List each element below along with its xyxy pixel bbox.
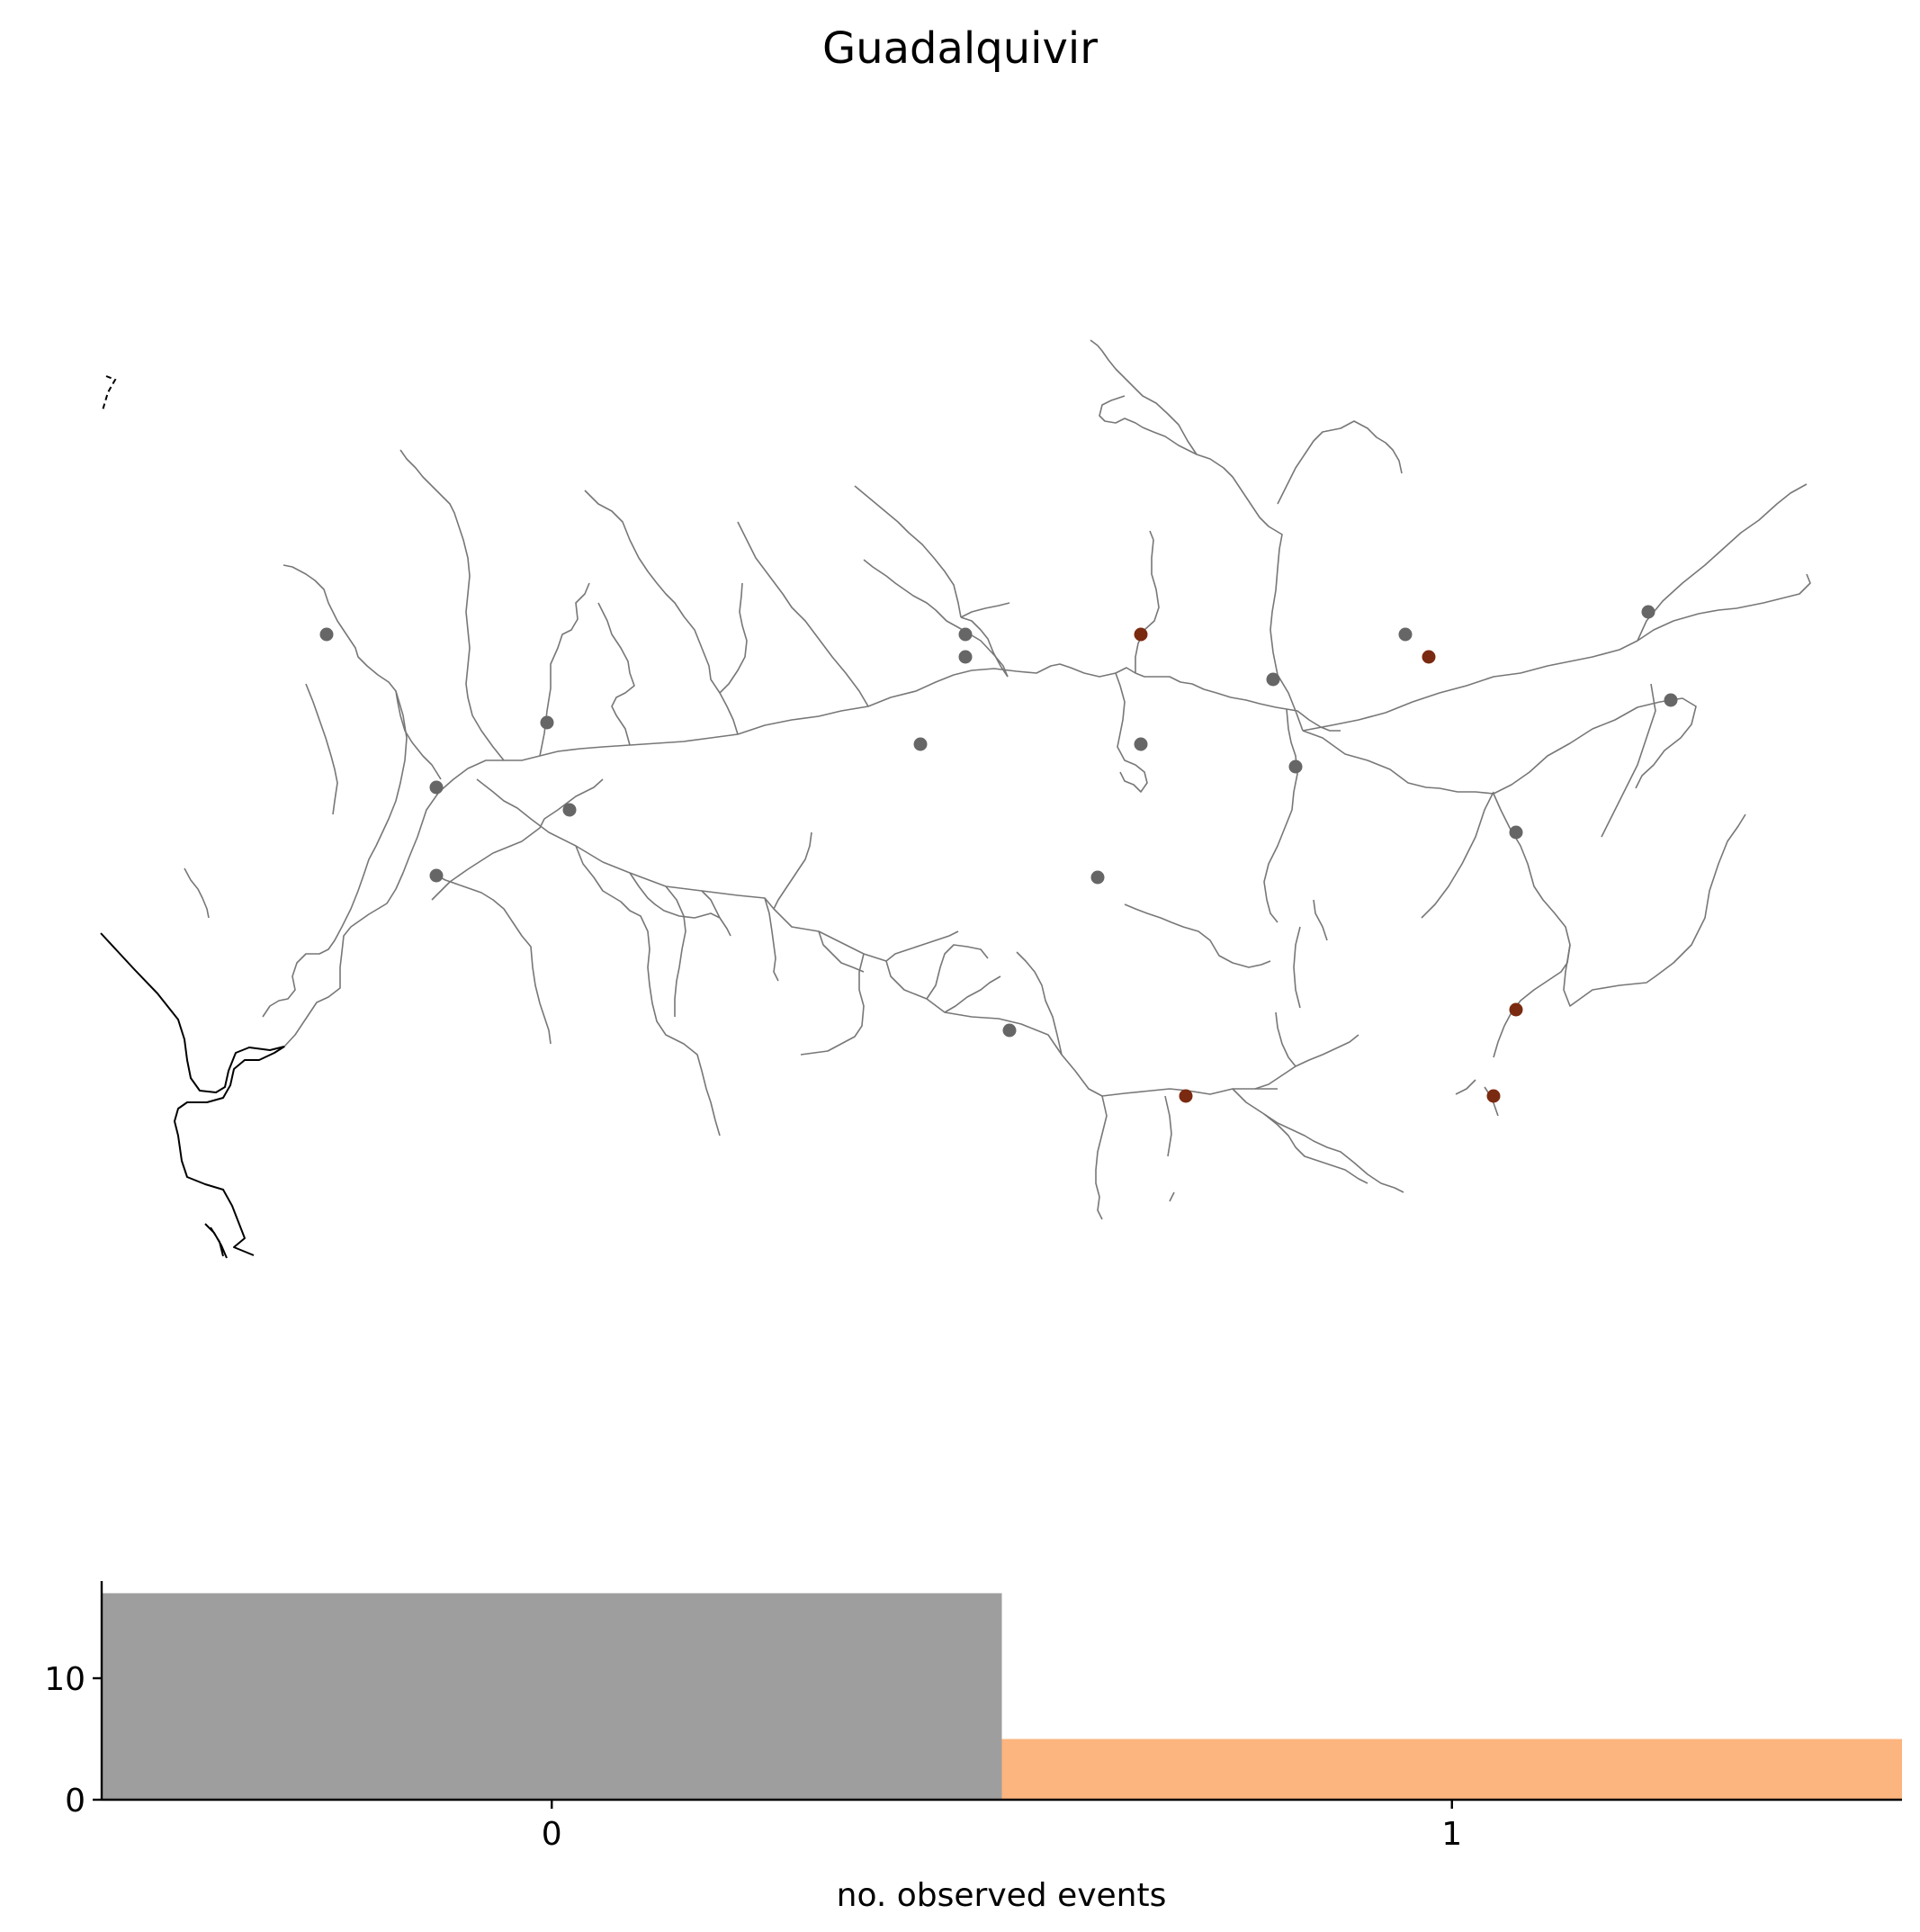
river-s-17 (1263, 1113, 1404, 1193)
river-s-9 (926, 944, 989, 1000)
station-no-event[interactable] (1266, 672, 1280, 687)
river-n-10 (597, 602, 635, 746)
figure-title: Guadalquivir (822, 23, 1098, 74)
river-s-7 (800, 953, 865, 1056)
river-n-5 (854, 485, 962, 618)
river-n-1 (1135, 530, 1160, 673)
histogram-bar-1 (1001, 1739, 1902, 1800)
river-s-3 (665, 885, 686, 1017)
river-s-1 (575, 845, 721, 1137)
river-s-4 (701, 890, 779, 982)
river-network (184, 339, 1811, 1220)
histogram-bars (102, 1593, 1902, 1800)
station-event[interactable] (1509, 1002, 1523, 1017)
river-s-11 (1016, 951, 1063, 1056)
map-panel (100, 339, 1811, 1259)
y-tick-label: 10 (44, 1661, 85, 1698)
y-tick-label: 0 (65, 1783, 85, 1820)
river-n-3 (960, 616, 1009, 678)
river-east-arm (1302, 573, 1811, 732)
river-n-15 (305, 683, 338, 815)
station-no-event[interactable] (1509, 825, 1523, 840)
station-no-event[interactable] (1002, 1023, 1017, 1038)
river-s-20 (1124, 903, 1271, 968)
station-no-event[interactable] (562, 803, 577, 817)
station-event[interactable] (1134, 627, 1148, 642)
station-no-event[interactable] (958, 627, 973, 642)
river-east-fork (1637, 483, 1808, 642)
x-tick-label: 0 (542, 1816, 562, 1853)
river-s-6 (818, 930, 865, 973)
river-southeast (1493, 793, 1571, 1058)
station-event[interactable] (1422, 650, 1436, 664)
station-no-event[interactable] (1090, 870, 1105, 885)
river-w-1 (431, 778, 604, 901)
border-dashed (102, 375, 117, 411)
river-e-right-2 (1421, 791, 1494, 919)
river-n-11 (539, 582, 590, 757)
x-tick-label: 1 (1441, 1816, 1462, 1853)
river-s-10 (885, 930, 959, 962)
station-no-event[interactable] (319, 627, 334, 642)
station-no-event[interactable] (913, 737, 928, 751)
river-main-channel (283, 663, 1341, 1047)
river-n-13 (283, 564, 442, 780)
river-s-5 (773, 831, 812, 910)
river-n-9 (737, 521, 869, 707)
river-n-6 (960, 602, 1010, 618)
histogram-bar-0 (102, 1593, 1002, 1800)
river-ne-1 (1099, 395, 1304, 732)
station-no-event[interactable] (429, 868, 444, 883)
river-n-16 (184, 867, 210, 919)
river-n-2 (1115, 672, 1148, 793)
river-n-14 (262, 690, 408, 1018)
river-s-13 (1164, 1095, 1175, 1202)
station-markers (319, 605, 1678, 1103)
station-no-event[interactable] (540, 715, 554, 730)
river-n-8 (719, 582, 748, 694)
river-n-7 (584, 490, 739, 735)
river-s-19 (1263, 708, 1298, 923)
station-no-event[interactable] (958, 650, 973, 664)
river-ne-2 (1277, 420, 1403, 505)
river-s-14 (1232, 1088, 1368, 1184)
river-n-4 (863, 559, 1009, 678)
station-no-event[interactable] (1398, 627, 1413, 642)
river-ne-3 (1090, 339, 1198, 455)
river-e-right (1601, 683, 1656, 838)
river-w-2 (431, 872, 552, 1045)
river-genil (476, 778, 1278, 1097)
station-no-event[interactable] (1288, 759, 1303, 774)
river-s-8 (944, 975, 1001, 1013)
river-s-15 (1254, 1034, 1359, 1090)
station-no-event[interactable] (429, 780, 444, 795)
river-n-12 (399, 449, 505, 761)
station-event[interactable] (1179, 1089, 1193, 1103)
river-southeast-2 (1563, 813, 1746, 1007)
station-no-event[interactable] (1134, 737, 1148, 751)
river-s-12 (1095, 1095, 1108, 1220)
river-s-16 (1275, 1011, 1296, 1067)
coastline-islet (204, 1223, 228, 1259)
coastline (100, 932, 285, 1256)
river-s-2 (629, 872, 731, 937)
river-upper-east (1302, 697, 1697, 795)
x-axis-label: no. observed events (837, 1877, 1167, 1914)
station-no-event[interactable] (1664, 693, 1678, 707)
station-no-event[interactable] (1641, 605, 1655, 619)
river-s-18 (1293, 899, 1328, 1009)
station-event[interactable] (1486, 1089, 1501, 1103)
